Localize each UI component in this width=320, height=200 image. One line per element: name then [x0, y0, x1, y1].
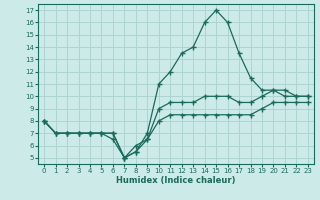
X-axis label: Humidex (Indice chaleur): Humidex (Indice chaleur): [116, 176, 236, 185]
